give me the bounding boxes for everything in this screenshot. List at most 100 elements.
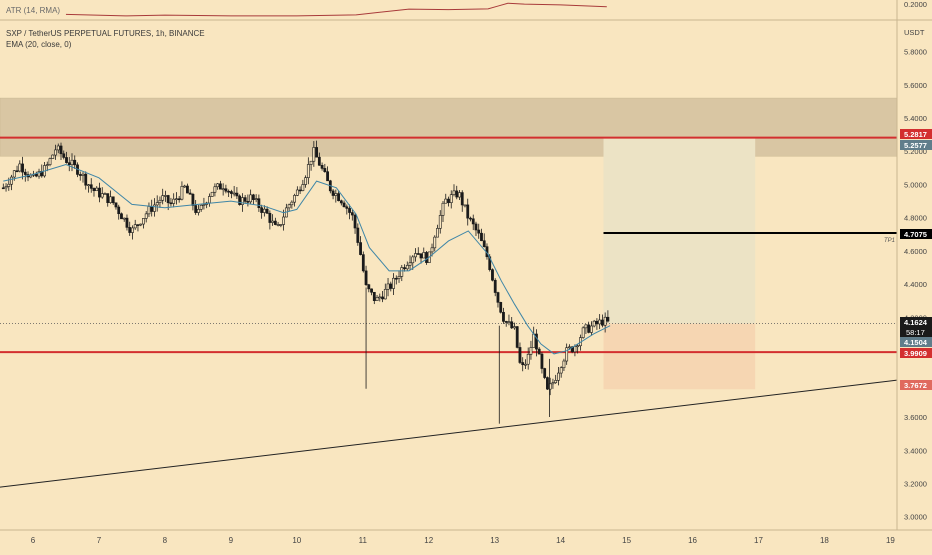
price-tag-resistance[interactable]: 5.2817 bbox=[900, 129, 932, 139]
candle-body bbox=[304, 177, 307, 185]
candle-body bbox=[199, 204, 203, 210]
time-tick-label: 19 bbox=[886, 536, 895, 545]
price-tag-support[interactable]: 3.9909 bbox=[900, 348, 932, 358]
price-tag-value: 4.7075 bbox=[904, 230, 927, 239]
candle-body bbox=[208, 196, 211, 204]
candle-body bbox=[122, 217, 126, 220]
candle-body bbox=[54, 149, 57, 156]
candle-body bbox=[491, 269, 494, 281]
candle-body bbox=[216, 183, 220, 188]
candle-body bbox=[136, 224, 140, 226]
candle-body bbox=[449, 194, 453, 203]
candle-body bbox=[155, 202, 159, 206]
candle-body bbox=[183, 185, 187, 188]
price-tag-bg bbox=[900, 348, 932, 358]
candle-body bbox=[331, 190, 335, 196]
candle-body bbox=[12, 170, 16, 178]
candle-body bbox=[551, 382, 555, 385]
loss-zone[interactable] bbox=[603, 323, 756, 390]
candle-body bbox=[524, 363, 527, 366]
candle-body bbox=[356, 227, 360, 243]
candle-body bbox=[348, 208, 351, 213]
candle-body bbox=[260, 207, 264, 213]
candle-body bbox=[251, 194, 255, 200]
candle-body bbox=[34, 173, 38, 177]
candle-body bbox=[452, 190, 456, 195]
candle-body bbox=[56, 145, 60, 151]
candle-body bbox=[271, 220, 275, 223]
price-tag-ema[interactable]: 4.1504 bbox=[900, 337, 932, 347]
candle-body bbox=[287, 204, 291, 209]
candle-body bbox=[562, 360, 566, 369]
candle-body bbox=[565, 347, 569, 362]
candle-body bbox=[576, 345, 580, 348]
time-axis[interactable]: 6 7 8 9 10 11 12 13 14 15 16 17 18 19 bbox=[0, 529, 932, 545]
price-tag-tp[interactable]: 4.7075 bbox=[900, 229, 932, 239]
candle-body bbox=[433, 236, 437, 249]
candle-body bbox=[73, 159, 77, 166]
price-tick-label: 3.6000 bbox=[904, 413, 927, 422]
candle-body bbox=[581, 327, 585, 338]
candle-body bbox=[554, 380, 558, 384]
candle-body bbox=[276, 224, 280, 226]
price-tick-label: 3.0000 bbox=[904, 513, 927, 522]
candle-body bbox=[164, 195, 167, 197]
candle-body bbox=[350, 212, 354, 216]
candle-body bbox=[240, 197, 244, 205]
time-tick-label: 11 bbox=[359, 536, 368, 545]
levels-layer: TP1 bbox=[0, 136, 898, 488]
candle-body bbox=[320, 165, 324, 169]
ema-legend[interactable]: EMA (20, close, 0) bbox=[6, 40, 72, 49]
candle-body bbox=[180, 186, 184, 200]
candle-body bbox=[422, 252, 426, 259]
candle-body bbox=[389, 283, 393, 289]
symbol-legend[interactable]: SXP / TetherUS PERPETUAL FUTURES, 1h, BI… bbox=[6, 29, 205, 38]
ema-line[interactable] bbox=[3, 163, 611, 355]
candle-body bbox=[257, 198, 261, 208]
candle-body bbox=[603, 316, 607, 326]
candle-body bbox=[342, 202, 346, 208]
candle-body bbox=[111, 196, 115, 204]
atr-legend[interactable]: ATR (14, RMA) bbox=[6, 6, 61, 15]
candle-body bbox=[559, 367, 563, 374]
candle-body bbox=[570, 346, 574, 353]
candle-body bbox=[95, 187, 99, 192]
candle-body bbox=[125, 217, 129, 228]
candle-body bbox=[499, 302, 503, 313]
price-tag-value: 3.7672 bbox=[904, 381, 927, 390]
candle-body bbox=[400, 267, 404, 277]
price-tag-entry[interactable]: 5.2577 bbox=[900, 140, 932, 150]
price-tag-bg bbox=[900, 140, 932, 150]
price-tag-value: 4.1624 bbox=[904, 318, 928, 327]
candle-body bbox=[518, 347, 522, 363]
candle-body bbox=[502, 311, 505, 322]
candle-body bbox=[37, 171, 41, 177]
candle-body bbox=[197, 209, 200, 213]
price-tag-value: 4.1504 bbox=[904, 338, 928, 347]
ascending-trendline[interactable] bbox=[0, 379, 898, 488]
candle-body bbox=[224, 188, 228, 192]
candle-body bbox=[120, 213, 123, 220]
price-axis[interactable]: 0.2000 USDT 5.8000 5.6000 5.4000 5.2000 5.0000… bbox=[896, 0, 932, 530]
atr-line[interactable] bbox=[65, 2, 607, 17]
candle-body bbox=[529, 347, 533, 355]
time-tick-label: 8 bbox=[163, 536, 168, 545]
candle-body bbox=[273, 220, 277, 225]
candle-body bbox=[268, 212, 272, 223]
price-tick-label: 3.2000 bbox=[904, 479, 927, 488]
candle-body bbox=[507, 321, 511, 324]
price-unit-label: USDT bbox=[904, 28, 925, 37]
candle-body bbox=[301, 184, 305, 191]
profit-zone[interactable] bbox=[603, 137, 756, 324]
candle-body bbox=[59, 145, 63, 155]
candle-body bbox=[188, 192, 192, 195]
price-tag-bg bbox=[900, 337, 932, 347]
candle-body bbox=[444, 198, 448, 204]
candle-body bbox=[521, 362, 525, 366]
price-tag-stop[interactable]: 3.7672 bbox=[900, 380, 932, 390]
candle-body bbox=[477, 229, 481, 234]
candle-body bbox=[48, 158, 52, 165]
